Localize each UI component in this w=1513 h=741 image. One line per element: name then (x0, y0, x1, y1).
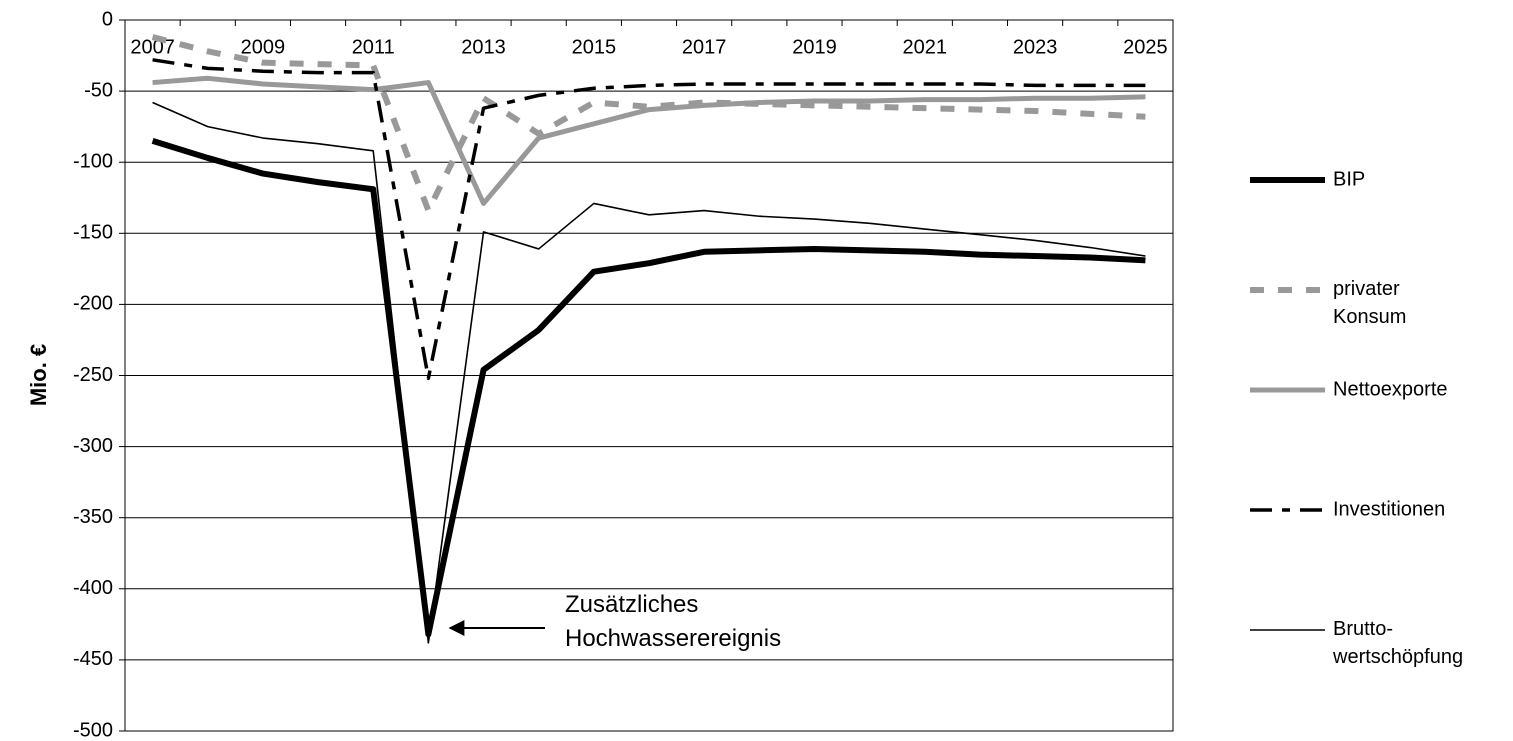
y-tick-label: -200 (73, 293, 113, 315)
y-tick-label: -100 (73, 150, 113, 172)
legend-label: Nettoexporte (1333, 378, 1448, 400)
x-tick-label: 2017 (682, 36, 727, 58)
x-tick-label: 2009 (241, 36, 286, 58)
x-tick-label: 2023 (1013, 36, 1058, 58)
y-tick-label: -150 (73, 222, 113, 244)
series-line (151, 138, 1146, 638)
series-line (152, 58, 1146, 381)
x-tick-label: 2019 (792, 36, 837, 58)
x-tick-label: 2013 (461, 36, 506, 58)
series-line (151, 34, 1146, 214)
y-tick-label: 0 (102, 8, 113, 30)
legend-label: BIP (1333, 168, 1365, 190)
x-tick-label: 2011 (352, 36, 395, 58)
legend-label: privater Konsum (1333, 278, 1406, 328)
y-axis-label: Mio. € (26, 344, 51, 406)
y-tick-label: -450 (73, 648, 113, 670)
annotation: Zusätzliches Hochwasserereignis (565, 591, 781, 652)
y-tick-label: -50 (84, 79, 113, 101)
legend-label: Brutto-wertschöpfung (1332, 618, 1463, 668)
series-line (152, 75, 1146, 206)
x-tick-label: 2021 (903, 36, 948, 58)
x-tick-label: 2025 (1123, 36, 1168, 58)
y-tick-label: -350 (73, 506, 113, 528)
y-tick-label: -500 (73, 719, 113, 741)
y-tick-label: -400 (73, 577, 113, 599)
x-tick-label: 2015 (572, 36, 617, 58)
series-line (152, 101, 1146, 644)
y-tick-label: -300 (73, 435, 113, 457)
y-tick-label: -250 (73, 364, 113, 386)
legend-label: Investitionen (1333, 498, 1445, 520)
